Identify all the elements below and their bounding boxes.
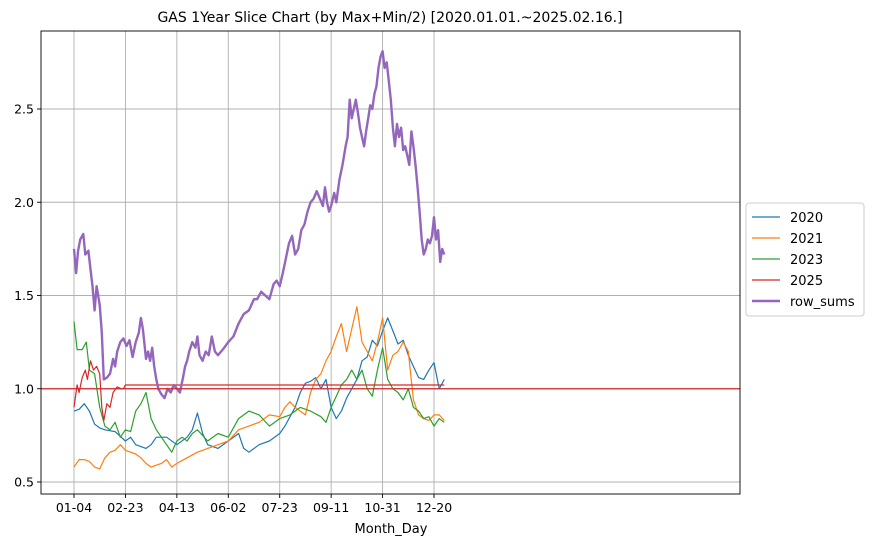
- series-line-2021: [73, 306, 445, 470]
- y-tick-label: 2.0: [14, 195, 34, 210]
- y-tick-label: 1.0: [14, 381, 34, 396]
- x-tick-label: 10-31: [364, 500, 400, 515]
- x-tick-label: 07-23: [262, 500, 298, 515]
- legend-label: 2020: [790, 211, 823, 226]
- x-tick-label: 06-02: [210, 500, 246, 515]
- x-tick-label: 04-13: [159, 500, 195, 515]
- x-tick-label: 02-23: [107, 500, 143, 515]
- series-lines: [72, 50, 446, 470]
- legend-label: row_sums: [790, 295, 855, 310]
- legend-label: 2023: [790, 253, 823, 268]
- series-line-2023: [73, 321, 445, 453]
- chart-title: GAS 1Year Slice Chart (by Max+Min/2) [20…: [157, 10, 622, 26]
- x-tick-label: 01-04: [56, 500, 92, 515]
- x-tick-label: 12-20: [416, 500, 452, 515]
- legend-label: 2021: [790, 232, 823, 247]
- series-line-2020: [73, 317, 445, 453]
- x-tick-label: 09-11: [313, 500, 349, 515]
- plot-frame: [40, 30, 741, 495]
- y-tick-label: 2.5: [14, 102, 34, 117]
- x-axis-label: Month_Day: [355, 522, 428, 537]
- y-tick-label: 1.5: [14, 288, 34, 303]
- legend-box: [745, 202, 865, 317]
- legend-label: 2025: [790, 274, 823, 289]
- series-line-row_sums: [72, 50, 446, 400]
- legend: 2020 2021 2023 2025 row_sums: [745, 202, 865, 317]
- y-tick-label: 0.5: [14, 475, 34, 490]
- axis-ticks: 01-04 02-23 04-13 06-02 07-23 09-11 10-31 12-20…: [14, 102, 452, 516]
